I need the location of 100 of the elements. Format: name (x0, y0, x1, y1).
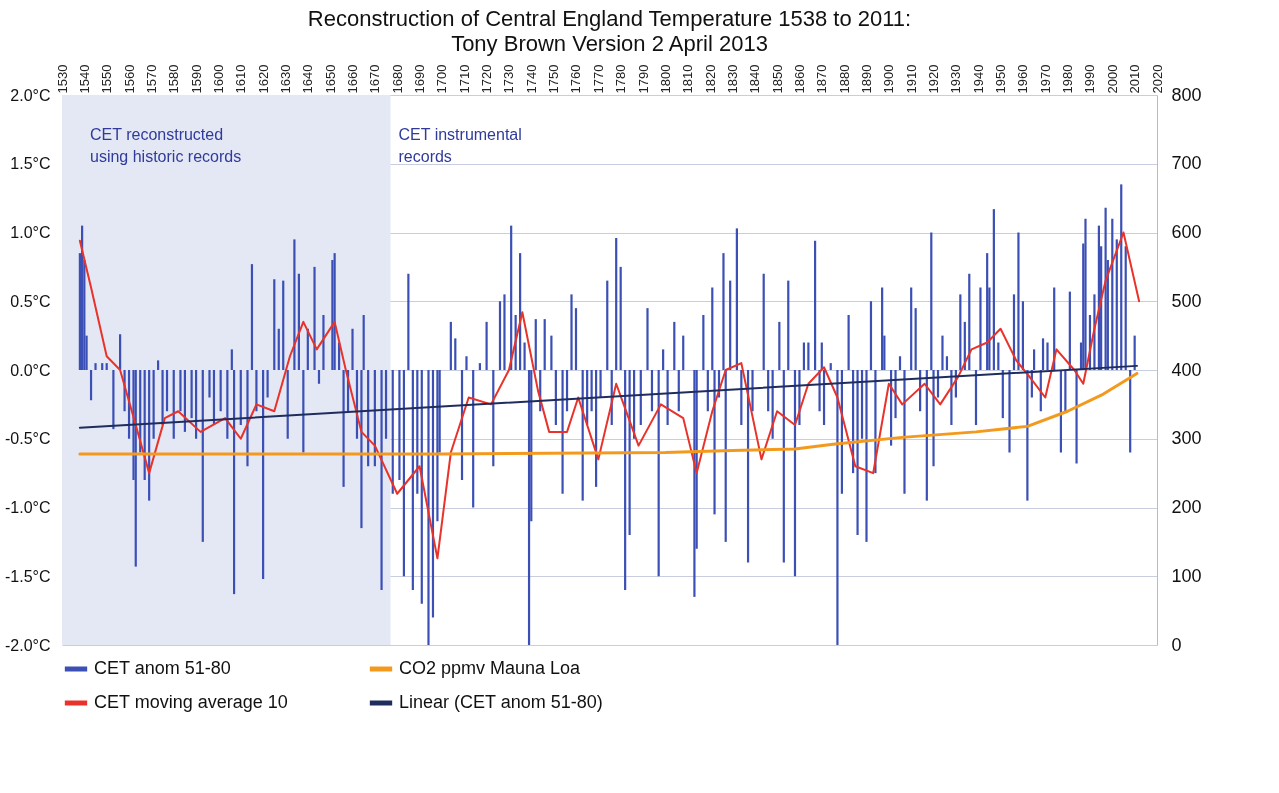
bar (941, 335, 944, 370)
bar (360, 370, 363, 529)
bar (787, 280, 790, 370)
y-tick-label: 1.5°C (10, 155, 51, 173)
bar (930, 232, 933, 370)
y2-tick-label: 0 (1171, 634, 1182, 655)
x-tick-label: 1550 (99, 64, 115, 94)
bar (277, 328, 280, 370)
x-tick-label: 1950 (993, 64, 1009, 94)
bar (1032, 349, 1036, 370)
bar (250, 264, 254, 370)
y2-tick-label: 100 (1171, 565, 1202, 586)
bar (619, 266, 622, 370)
bar (246, 370, 249, 467)
y2-tick-label: 300 (1171, 428, 1202, 449)
bar (273, 279, 276, 370)
x-tick-label: 1530 (54, 64, 70, 94)
bar (662, 349, 665, 370)
x-tick-label: 1920 (926, 64, 942, 94)
bar (702, 315, 705, 370)
x-tick-label: 1680 (389, 64, 405, 94)
bar (910, 287, 913, 370)
x-tick-label: 1690 (412, 64, 428, 94)
bar (407, 273, 410, 370)
bar (673, 321, 676, 370)
bar (992, 209, 995, 370)
bar (856, 370, 859, 535)
bar (282, 280, 285, 370)
bar (398, 370, 401, 480)
bar (574, 308, 578, 370)
x-tick-label: 1990 (1082, 64, 1098, 94)
x-tick-label: 1810 (680, 64, 696, 94)
bar (317, 370, 321, 384)
x-tick-label: 1960 (1015, 64, 1031, 94)
bar (351, 328, 354, 370)
bar (1017, 232, 1020, 370)
bar (646, 308, 649, 370)
bar (945, 356, 949, 370)
x-tick-label: 1790 (635, 64, 651, 94)
x-tick-label: 1700 (434, 64, 450, 94)
x-tick-label: 1540 (76, 64, 92, 94)
x-tick-label: 1830 (724, 64, 740, 94)
y-tick-label: 0.5°C (10, 292, 51, 310)
x-tick-label: 1760 (568, 64, 584, 94)
x-tick-label: 1660 (345, 64, 361, 94)
x-tick-label: 1600 (210, 64, 226, 94)
bar (1084, 218, 1087, 370)
x-tick-label: 1720 (479, 64, 495, 94)
y2-tick-label: 400 (1171, 359, 1202, 380)
x-tick-label: 1770 (590, 64, 606, 94)
y2-tick-label: 200 (1171, 497, 1202, 517)
bar (1041, 338, 1045, 370)
bar (454, 338, 457, 370)
bar (829, 363, 832, 370)
bar (478, 363, 481, 370)
x-tick-label: 1940 (970, 64, 986, 94)
bar (979, 287, 982, 370)
bar (322, 315, 325, 370)
bar (914, 308, 917, 370)
legend-label: CET moving average 10 (94, 692, 288, 712)
x-tick-label: 1900 (881, 64, 897, 94)
x-tick-label: 1850 (769, 64, 785, 94)
bar (156, 360, 160, 370)
bar (762, 273, 765, 370)
bar (615, 238, 618, 370)
chart-subtitle: Tony Brown Version 2 April 2013 (451, 31, 768, 57)
x-tick-label: 1670 (367, 64, 383, 94)
bar (813, 240, 817, 370)
y-tick-label: -1.5°C (4, 567, 51, 585)
bar (534, 319, 537, 370)
x-tick-label: 1750 (546, 64, 562, 94)
x-tick-label: 1870 (814, 64, 830, 94)
x-tick-label: 1710 (456, 64, 472, 94)
bar (1046, 342, 1049, 370)
bar (498, 301, 502, 370)
bar (342, 370, 345, 487)
x-tick-label: 1910 (903, 64, 919, 94)
bar (255, 370, 258, 412)
bar (94, 363, 97, 370)
bar (436, 370, 439, 522)
legend-label: CET anom 51-80 (94, 658, 231, 678)
bar (465, 356, 468, 370)
x-tick-label: 2010 (1127, 64, 1143, 94)
x-tick-label: 1740 (523, 64, 539, 94)
y-tick-label: -1.0°C (4, 499, 51, 516)
bar (449, 321, 452, 370)
annotation: CET instrumental records (398, 126, 522, 165)
legend-label: CO2 ppmv Mauna Loa (399, 658, 582, 678)
bar (503, 294, 506, 370)
band-label: CET reconstructed using historic records (90, 126, 242, 165)
y-tick-label: -0.5°C (4, 430, 51, 448)
y-tick-label: -2.0°C (4, 636, 51, 654)
x-tick-label: 1800 (657, 64, 673, 94)
bar (865, 370, 868, 542)
y-tick-label: 1.0°C (10, 224, 51, 241)
bar (266, 370, 269, 398)
bar (101, 363, 104, 370)
bar (1075, 370, 1078, 464)
x-tick-label: 1980 (1060, 64, 1076, 94)
y2-tick-label: 600 (1171, 222, 1202, 242)
